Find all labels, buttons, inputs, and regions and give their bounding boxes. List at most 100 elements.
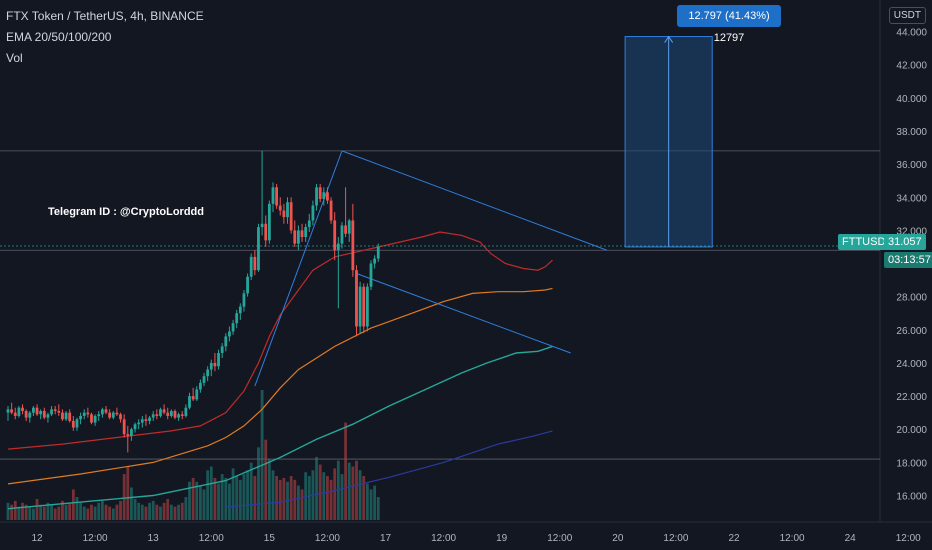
candle-body	[347, 220, 351, 234]
volume-bar	[53, 508, 57, 520]
candle-body	[293, 230, 297, 244]
volume-bar	[289, 476, 293, 520]
x-tick-label: 12:00	[315, 533, 340, 544]
volume-bar	[144, 506, 148, 520]
candle-body	[39, 410, 43, 415]
volume-bar	[278, 479, 282, 520]
volume-bar	[202, 489, 206, 520]
candle-body	[315, 187, 318, 206]
volume-bar	[217, 483, 220, 520]
candle-body	[50, 409, 53, 415]
volume-bar	[195, 481, 199, 520]
volume-bar	[336, 460, 340, 520]
candle-body	[28, 412, 32, 418]
candle-body	[6, 409, 10, 413]
candle-body	[318, 187, 322, 199]
candle-body	[333, 220, 337, 251]
countdown-label: 03:13:57	[884, 252, 932, 268]
x-tick-label: 15	[264, 533, 276, 544]
volume-bar	[90, 504, 93, 520]
y-tick-label: 36.000	[896, 160, 927, 171]
axis-unit-badge[interactable]: USDT	[888, 7, 926, 24]
ema200-line	[225, 430, 553, 508]
ema20-line	[7, 231, 553, 450]
y-tick-label: 26.000	[896, 326, 927, 337]
volume-bar	[108, 506, 112, 520]
candle-body	[206, 369, 210, 377]
volume-label[interactable]: Vol	[6, 51, 23, 65]
candle-body	[35, 407, 39, 415]
volume-bar	[42, 506, 46, 520]
x-tick-label: 12:00	[663, 533, 688, 544]
volume-bar	[61, 500, 64, 520]
volume-bar	[32, 508, 35, 520]
measure-arrowhead	[664, 35, 674, 43]
ema100-line	[7, 345, 553, 510]
volume-bar	[340, 474, 344, 520]
volume-bar	[100, 500, 104, 520]
volume-bar	[271, 470, 275, 520]
candle-body	[351, 220, 355, 271]
candle-body	[75, 419, 79, 428]
volume-bar	[28, 506, 32, 520]
volume-bar	[151, 500, 155, 520]
candle-body	[224, 336, 228, 347]
indicator-label[interactable]: EMA 20/50/100/200	[6, 30, 112, 44]
candle-body	[195, 389, 199, 400]
candle-body	[32, 407, 35, 413]
volume-bar	[329, 479, 333, 520]
volume-bar	[315, 456, 318, 520]
volume-bar	[333, 468, 337, 520]
candle-body	[169, 410, 173, 416]
volume-bar	[68, 502, 72, 520]
candle-body	[111, 412, 115, 418]
x-tick-label: 12:00	[83, 533, 108, 544]
candle-body	[289, 202, 293, 231]
x-tick-label: 20	[612, 533, 624, 544]
volume-bar	[275, 476, 279, 520]
candle-body	[213, 362, 217, 367]
volume-bar	[209, 466, 213, 520]
x-tick-label: 19	[496, 533, 508, 544]
candle-body	[191, 396, 195, 400]
chart-title: FTX Token / TetherUS, 4h, BINANCE	[6, 9, 204, 23]
volume-bar	[322, 472, 326, 520]
volume-bar	[246, 470, 249, 520]
volume-bar	[21, 502, 24, 520]
volume-bar	[206, 470, 210, 520]
volume-bar	[293, 479, 297, 520]
volume-bar	[238, 479, 242, 520]
volume-bar	[267, 458, 271, 520]
overlay-lines	[0, 35, 880, 510]
candle-body	[373, 258, 377, 264]
candle-body	[286, 202, 289, 218]
x-tick-label: 22	[728, 533, 740, 544]
volume-bar	[169, 504, 173, 520]
volume-bar	[166, 498, 170, 520]
candle-body	[249, 256, 253, 277]
candle-body	[260, 223, 264, 228]
volume-bar	[318, 464, 322, 520]
candle-body	[220, 346, 224, 353]
candle-body	[257, 227, 260, 271]
volume-bar	[10, 504, 14, 520]
candle-body	[282, 210, 286, 218]
x-tick-label: 12:00	[896, 533, 921, 544]
candle-body	[82, 412, 86, 416]
volume-bar	[17, 506, 21, 520]
volume-bar	[159, 506, 162, 520]
symbol-label: FTTUSDT	[838, 234, 897, 250]
candle-body	[311, 205, 315, 221]
volume-bar	[188, 481, 191, 520]
candle-body	[97, 414, 101, 416]
candle-body	[137, 422, 141, 425]
candle-body	[188, 396, 191, 408]
candle-body	[307, 220, 311, 228]
candle-body	[173, 410, 177, 418]
candle-body	[162, 409, 166, 413]
candle-body	[184, 407, 188, 416]
volume-bar	[173, 506, 177, 520]
volume-bar	[180, 502, 184, 520]
candle-body	[108, 412, 112, 418]
